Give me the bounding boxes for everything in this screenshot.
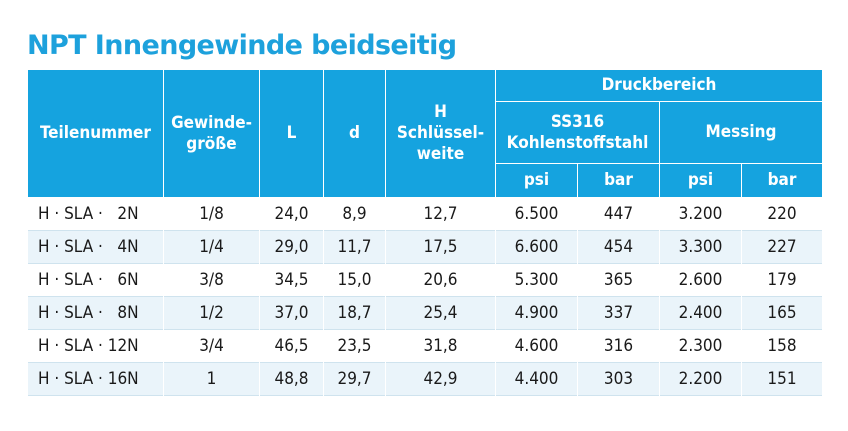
cell-brass-bar: 151 bbox=[741, 362, 823, 396]
cell-brass-psi: 2.200 bbox=[659, 362, 742, 396]
cell-brass-psi: 2.600 bbox=[659, 263, 742, 297]
cell-length-L: 29,0 bbox=[259, 230, 324, 264]
cell-diameter-d: 15,0 bbox=[323, 263, 386, 297]
header-part-number: Teilenummer bbox=[27, 69, 164, 198]
cell-steel-bar: 303 bbox=[577, 362, 660, 396]
cell-length-L: 37,0 bbox=[259, 296, 324, 330]
cell-wrench-size-H: 25,4 bbox=[385, 296, 496, 330]
header-steel-psi: psi bbox=[495, 163, 578, 198]
table-row: H · SLA · 8N 1/2 37,0 18,7 25,4 4.900 337 2.400… bbox=[27, 296, 823, 330]
cell-steel-psi: 4.600 bbox=[495, 329, 578, 363]
table-row: H · SLA · 16N 1 48,8 29,7 42,9 4.400 303 2.200 1… bbox=[27, 362, 823, 396]
cell-diameter-d: 8,9 bbox=[323, 197, 386, 231]
cell-steel-psi: 5.300 bbox=[495, 263, 578, 297]
page-title: NPT Innengewinde beidseitig bbox=[27, 30, 457, 61]
cell-thread-size: 3/4 bbox=[163, 329, 260, 363]
cell-thread-size: 1 bbox=[163, 362, 260, 396]
cell-brass-bar: 158 bbox=[741, 329, 823, 363]
cell-steel-psi: 4.900 bbox=[495, 296, 578, 330]
cell-thread-size: 1/2 bbox=[163, 296, 260, 330]
cell-steel-bar: 454 bbox=[577, 230, 660, 264]
cell-steel-bar: 447 bbox=[577, 197, 660, 231]
header-H: H Schlüssel-weite bbox=[385, 69, 496, 198]
cell-part-number: H · SLA · 2N bbox=[27, 197, 164, 231]
cell-length-L: 46,5 bbox=[259, 329, 324, 363]
cell-brass-psi: 2.300 bbox=[659, 329, 742, 363]
cell-steel-bar: 316 bbox=[577, 329, 660, 363]
cell-brass-bar: 179 bbox=[741, 263, 823, 297]
cell-diameter-d: 11,7 bbox=[323, 230, 386, 264]
cell-length-L: 48,8 bbox=[259, 362, 324, 396]
cell-part-number: H · SLA · 8N bbox=[27, 296, 164, 330]
cell-length-L: 24,0 bbox=[259, 197, 324, 231]
cell-diameter-d: 29,7 bbox=[323, 362, 386, 396]
header-brass-bar: bar bbox=[741, 163, 823, 198]
header-steel-bar: bar bbox=[577, 163, 660, 198]
cell-wrench-size-H: 12,7 bbox=[385, 197, 496, 231]
header-d: d bbox=[323, 69, 386, 198]
table-row: H · SLA · 4N 1/4 29,0 11,7 17,5 6.600 454 3.300… bbox=[27, 230, 823, 264]
cell-steel-bar: 365 bbox=[577, 263, 660, 297]
table-row: H · SLA · 6N 3/8 34,5 15,0 20,6 5.300 365 2.600… bbox=[27, 263, 823, 297]
cell-brass-psi: 3.200 bbox=[659, 197, 742, 231]
table-row: H · SLA · 12N 3/4 46,5 23,5 31,8 4.600 316 2.30… bbox=[27, 329, 823, 363]
cell-part-number: H · SLA · 4N bbox=[27, 230, 164, 264]
cell-brass-bar: 220 bbox=[741, 197, 823, 231]
cell-steel-bar: 337 bbox=[577, 296, 660, 330]
cell-steel-psi: 6.600 bbox=[495, 230, 578, 264]
cell-diameter-d: 18,7 bbox=[323, 296, 386, 330]
cell-part-number: H · SLA · 6N bbox=[27, 263, 164, 297]
cell-thread-size: 1/4 bbox=[163, 230, 260, 264]
table-body: H · SLA · 2N 1/8 24,0 8,9 12,7 6.500 447 3.200 2… bbox=[27, 197, 823, 396]
header-brass-psi: psi bbox=[659, 163, 742, 198]
table-row: H · SLA · 2N 1/8 24,0 8,9 12,7 6.500 447 3.200 2… bbox=[27, 197, 823, 231]
header-L: L bbox=[259, 69, 324, 198]
header-brass: Messing bbox=[659, 101, 823, 164]
cell-part-number: H · SLA · 16N bbox=[27, 362, 164, 396]
cell-part-number: H · SLA · 12N bbox=[27, 329, 164, 363]
cell-diameter-d: 23,5 bbox=[323, 329, 386, 363]
cell-wrench-size-H: 42,9 bbox=[385, 362, 496, 396]
cell-steel-psi: 4.400 bbox=[495, 362, 578, 396]
header-thread-size: Gewinde-größe bbox=[163, 69, 260, 198]
cell-length-L: 34,5 bbox=[259, 263, 324, 297]
cell-wrench-size-H: 20,6 bbox=[385, 263, 496, 297]
header-steel: SS316 Kohlenstoffstahl bbox=[495, 101, 660, 164]
cell-brass-psi: 3.300 bbox=[659, 230, 742, 264]
cell-steel-psi: 6.500 bbox=[495, 197, 578, 231]
cell-brass-bar: 227 bbox=[741, 230, 823, 264]
specs-table: Teilenummer Gewinde-größe L d H Schlüssel… bbox=[27, 69, 823, 396]
header-pressure-range: Druckbereich bbox=[495, 69, 823, 102]
cell-brass-psi: 2.400 bbox=[659, 296, 742, 330]
cell-wrench-size-H: 17,5 bbox=[385, 230, 496, 264]
cell-brass-bar: 165 bbox=[741, 296, 823, 330]
cell-thread-size: 3/8 bbox=[163, 263, 260, 297]
cell-thread-size: 1/8 bbox=[163, 197, 260, 231]
cell-wrench-size-H: 31,8 bbox=[385, 329, 496, 363]
